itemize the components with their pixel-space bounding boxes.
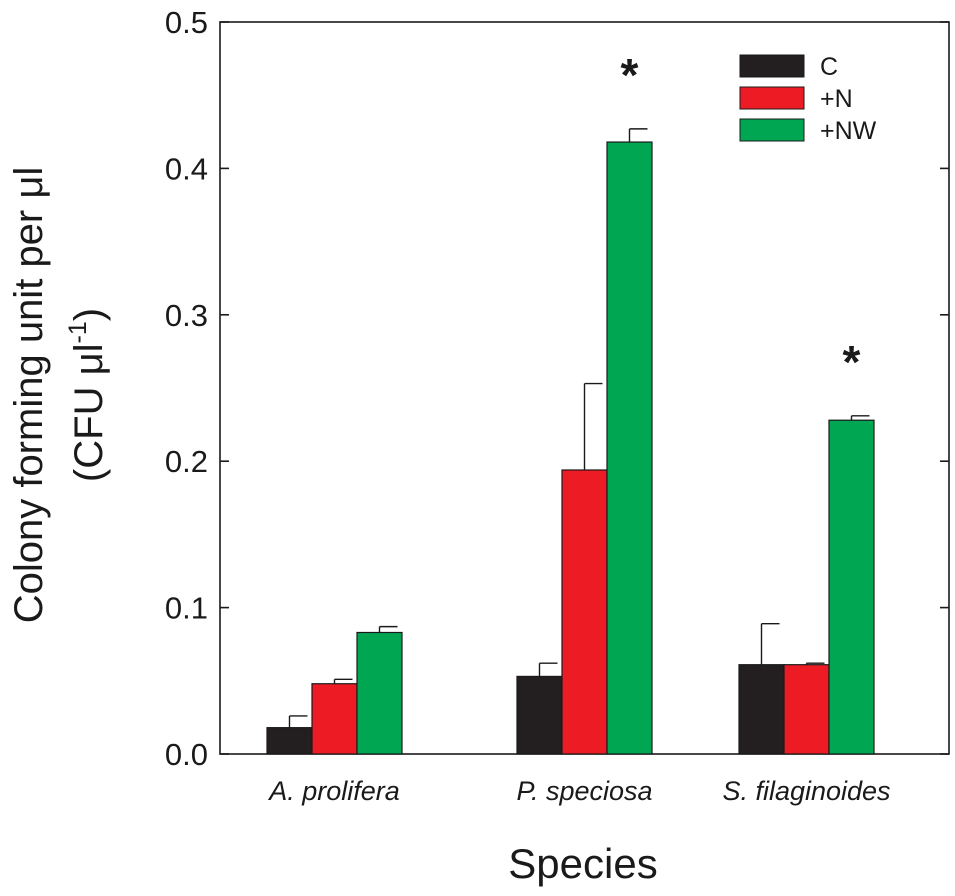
legend-swatch xyxy=(739,54,805,78)
bar xyxy=(606,141,653,755)
bar xyxy=(828,419,875,755)
bar xyxy=(738,664,785,755)
y-axis-label-unit: (CFU μl xyxy=(67,343,111,482)
x-tick-label: P. speciosa xyxy=(516,776,652,806)
y-axis-label-superscript: -1 xyxy=(64,321,92,343)
legend-label: +NW xyxy=(820,117,877,145)
bar xyxy=(266,727,313,755)
x-axis-label: Species xyxy=(508,840,657,887)
y-tick-label: 0.0 xyxy=(165,737,208,772)
bar xyxy=(561,469,608,755)
y-axis-label-line2: (CFU μl-1) xyxy=(64,308,111,482)
bar xyxy=(356,631,403,755)
bar xyxy=(516,675,563,755)
legend-label: +N xyxy=(820,85,853,113)
legend-label: C xyxy=(820,53,838,81)
significance-marker: * xyxy=(843,336,861,388)
y-tick-label: 0.1 xyxy=(165,591,208,626)
y-axis-label-close-paren: ) xyxy=(67,308,111,321)
bar xyxy=(783,664,830,755)
y-tick-label: 0.4 xyxy=(165,151,208,186)
y-axis-label: Colony forming unit per μl (CFU μl-1) xyxy=(7,167,111,624)
y-axis-label-line1: Colony forming unit per μl xyxy=(7,167,51,624)
y-tick-label: 0.3 xyxy=(165,298,208,333)
x-tick-label: S. filaginoides xyxy=(722,776,890,806)
x-tick-label: A. prolifera xyxy=(267,776,400,806)
significance-marker: * xyxy=(621,49,639,101)
y-tick-label: 0.5 xyxy=(165,5,208,40)
legend-swatch xyxy=(739,86,805,110)
bar xyxy=(311,683,358,755)
legend-swatch xyxy=(739,118,805,142)
y-tick-label: 0.2 xyxy=(165,444,208,479)
